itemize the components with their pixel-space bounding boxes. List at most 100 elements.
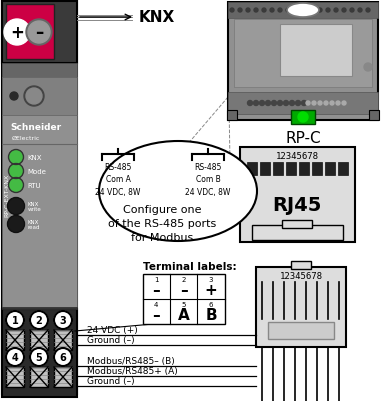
Circle shape [286, 9, 290, 13]
Text: ØElectric: ØElectric [12, 135, 40, 140]
FancyBboxPatch shape [30, 330, 48, 350]
Circle shape [301, 101, 306, 106]
FancyBboxPatch shape [312, 162, 322, 176]
FancyBboxPatch shape [2, 2, 77, 64]
Text: RP-C: RP-C [285, 131, 321, 146]
Circle shape [326, 9, 330, 13]
Text: Ground (–): Ground (–) [87, 376, 134, 385]
FancyBboxPatch shape [228, 93, 378, 115]
Text: 2: 2 [36, 315, 42, 325]
FancyBboxPatch shape [143, 274, 225, 324]
FancyBboxPatch shape [54, 367, 72, 387]
Circle shape [277, 101, 282, 106]
Circle shape [334, 9, 338, 13]
FancyBboxPatch shape [6, 5, 54, 60]
Text: 24 VDC (+): 24 VDC (+) [87, 325, 138, 334]
Circle shape [312, 102, 316, 106]
Circle shape [283, 101, 288, 106]
FancyBboxPatch shape [227, 111, 237, 121]
Text: +: + [10, 24, 24, 42]
Text: 12345678: 12345678 [275, 152, 319, 161]
FancyBboxPatch shape [54, 330, 72, 350]
Ellipse shape [287, 4, 319, 18]
Circle shape [324, 102, 328, 106]
Text: 2: 2 [182, 276, 186, 282]
FancyBboxPatch shape [2, 64, 77, 78]
FancyBboxPatch shape [2, 2, 77, 394]
Text: 4: 4 [12, 352, 18, 362]
FancyBboxPatch shape [286, 162, 296, 176]
Text: RS-485
Com A
24 VDC, 8W: RS-485 Com A 24 VDC, 8W [95, 162, 141, 196]
Circle shape [298, 113, 308, 123]
FancyBboxPatch shape [2, 307, 77, 309]
FancyBboxPatch shape [6, 367, 24, 387]
FancyBboxPatch shape [247, 162, 257, 176]
Text: RS-485
Com B
24 VDC, 8W: RS-485 Com B 24 VDC, 8W [185, 162, 231, 196]
Text: Schneider: Schneider [10, 123, 61, 132]
Circle shape [254, 9, 258, 13]
Text: 1: 1 [154, 276, 158, 282]
Circle shape [246, 9, 250, 13]
Text: Terminal labels:: Terminal labels: [143, 261, 237, 271]
FancyBboxPatch shape [291, 111, 315, 125]
Circle shape [364, 64, 372, 72]
Text: 1: 1 [12, 315, 18, 325]
Text: KNX
write: KNX write [28, 201, 42, 212]
FancyBboxPatch shape [240, 148, 355, 242]
Text: RTU: RTU [27, 182, 41, 188]
FancyBboxPatch shape [252, 225, 343, 241]
Text: 6: 6 [209, 301, 213, 307]
Text: 5: 5 [182, 301, 186, 307]
Ellipse shape [99, 142, 257, 241]
Text: –: – [152, 308, 160, 323]
Circle shape [26, 89, 42, 105]
Circle shape [9, 164, 23, 178]
Text: 12345678: 12345678 [280, 272, 322, 281]
Text: 3: 3 [209, 276, 213, 282]
FancyBboxPatch shape [273, 162, 283, 176]
FancyBboxPatch shape [30, 367, 48, 387]
Circle shape [302, 9, 306, 13]
FancyBboxPatch shape [268, 322, 334, 339]
Text: Modbus/RS485– (B): Modbus/RS485– (B) [87, 356, 175, 365]
Circle shape [336, 102, 340, 106]
Circle shape [54, 311, 72, 329]
Text: RP-C-EXT-KNX: RP-C-EXT-KNX [5, 173, 10, 216]
Circle shape [350, 9, 354, 13]
Circle shape [366, 9, 370, 13]
Text: B: B [205, 308, 217, 323]
Circle shape [342, 9, 346, 13]
Circle shape [28, 22, 50, 44]
Circle shape [294, 9, 298, 13]
Text: A: A [178, 308, 190, 323]
Circle shape [8, 198, 24, 215]
Circle shape [9, 178, 23, 192]
Circle shape [8, 217, 24, 233]
Circle shape [238, 9, 242, 13]
Text: Configure one
of the RS-485 ports
for Modbus: Configure one of the RS-485 ports for Mo… [108, 205, 216, 242]
Circle shape [296, 101, 301, 106]
FancyBboxPatch shape [325, 162, 335, 176]
Circle shape [9, 151, 23, 164]
Text: –: – [152, 283, 160, 298]
FancyBboxPatch shape [234, 20, 372, 88]
Circle shape [266, 101, 271, 106]
Text: –: – [35, 24, 43, 42]
Circle shape [318, 102, 322, 106]
Circle shape [290, 101, 295, 106]
Circle shape [10, 93, 18, 101]
Text: 5: 5 [36, 352, 42, 362]
FancyBboxPatch shape [2, 116, 77, 307]
Text: KNX: KNX [27, 155, 42, 160]
FancyBboxPatch shape [228, 3, 378, 121]
FancyBboxPatch shape [282, 221, 312, 229]
FancyBboxPatch shape [369, 111, 379, 121]
Circle shape [270, 9, 274, 13]
Circle shape [4, 20, 30, 46]
Text: 4: 4 [154, 301, 158, 307]
Circle shape [6, 348, 24, 366]
FancyBboxPatch shape [280, 25, 352, 77]
FancyBboxPatch shape [299, 162, 309, 176]
Circle shape [54, 348, 72, 366]
Circle shape [26, 20, 52, 46]
